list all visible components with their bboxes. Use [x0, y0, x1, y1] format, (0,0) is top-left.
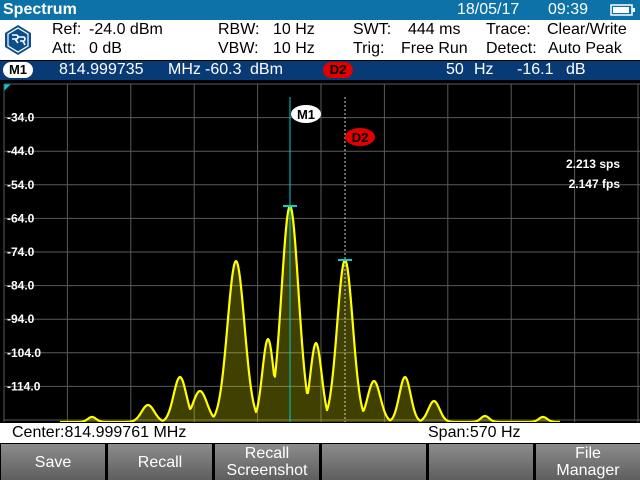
softkey-4-button[interactable]	[322, 444, 426, 480]
title-bar: Spectrum 18/05/17 09:39	[0, 0, 640, 20]
sweep-rate-sps: 2.213 sps	[566, 157, 620, 171]
y-tick-label: -34.0	[7, 111, 35, 125]
span-frequency[interactable]: Span:570 Hz	[428, 424, 521, 441]
rbw-label: RBW:	[218, 21, 260, 38]
settings-header: Ref: -24.0 dBm Att: 0 dB RBW: 10 Hz VBW:…	[0, 20, 640, 60]
d2-frequency-unit: Hz	[474, 61, 494, 78]
rbw-value: 10 Hz	[273, 21, 315, 38]
d2-marker-flag[interactable]	[345, 128, 375, 146]
att-label: Att:	[52, 40, 77, 57]
battery-icon	[610, 4, 635, 16]
m1-marker-flag[interactable]	[291, 105, 321, 123]
m1-frequency-unit: MHz	[168, 61, 201, 78]
ref-label: Ref:	[52, 21, 82, 38]
m1-level: -60.3	[205, 61, 242, 78]
sweep-rate-fps: 2.147 fps	[569, 177, 621, 191]
m1-level-unit: dBm	[250, 61, 283, 78]
spectrum-trace-fill	[60, 206, 560, 422]
recall-button[interactable]: Recall	[108, 444, 212, 480]
trig-value: Free Run	[401, 40, 468, 57]
y-tick-label: -94.0	[7, 312, 35, 326]
ref-value: -24.0 dBm	[89, 21, 163, 38]
m1-marker-flag-label: M1	[297, 107, 315, 122]
trace-value: Clear/Write	[547, 21, 627, 38]
y-tick-label: -84.0	[7, 279, 35, 293]
trig-label: Trig:	[353, 40, 385, 57]
swt-label: SWT:	[353, 21, 392, 38]
y-axis-ticks: -34.0 -44.0 -54.0 -64.0 -74.0 -84.0 -94.0 -104.…	[7, 111, 41, 394]
softkey-5-button[interactable]	[429, 444, 533, 480]
frequency-info-bar: Center:814.999761 MHz Span:570 Hz	[0, 423, 640, 443]
softkey-bar: Save Recall Recall Screenshot File Manager	[0, 444, 640, 480]
file-manager-button[interactable]: File Manager	[536, 444, 640, 480]
detect-label: Detect:	[486, 40, 537, 57]
marker-readout-bar: M1 814.999735 MHz -60.3 dBm D2 50 Hz -16…	[0, 61, 640, 80]
att-value: 0 dB	[89, 40, 122, 57]
spectrum-trace	[59, 204, 561, 422]
y-tick-label: -44.0	[7, 144, 35, 158]
m1-badge[interactable]: M1	[3, 62, 33, 78]
recall-screenshot-button[interactable]: Recall Screenshot	[215, 444, 319, 480]
y-tick-label: -114.0	[7, 379, 41, 393]
plot-grid	[3, 83, 640, 422]
vbw-value: 10 Hz	[273, 40, 315, 57]
y-tick-label: -54.0	[7, 178, 35, 192]
trace-label: Trace:	[486, 21, 531, 38]
brand-logo-icon	[5, 25, 31, 55]
m1-frequency: 814.999735	[59, 61, 144, 78]
time: 09:39	[548, 1, 589, 18]
d2-level-unit: dB	[566, 61, 586, 78]
d2-badge[interactable]: D2	[323, 62, 353, 78]
y-tick-label: -104.0	[7, 346, 41, 360]
date: 18/05/17	[457, 1, 520, 18]
vbw-label: VBW:	[218, 40, 259, 57]
app-title: Spectrum	[3, 1, 77, 18]
detect-value: Auto Peak	[548, 40, 622, 57]
y-tick-label: -64.0	[7, 211, 35, 225]
save-button[interactable]: Save	[1, 444, 105, 480]
d2-marker-flag-label: D2	[352, 130, 369, 145]
swt-value: 444 ms	[408, 21, 461, 38]
ref-level-indicator-icon	[4, 84, 11, 91]
center-frequency[interactable]: Center:814.999761 MHz	[12, 424, 187, 441]
d2-level: -16.1	[517, 61, 554, 78]
d2-frequency: 50	[446, 61, 464, 78]
y-tick-label: -74.0	[7, 245, 35, 259]
spectrum-plot[interactable]: -34.0 -44.0 -54.0 -64.0 -74.0 -84.0 -94.0 -104.…	[0, 81, 640, 422]
